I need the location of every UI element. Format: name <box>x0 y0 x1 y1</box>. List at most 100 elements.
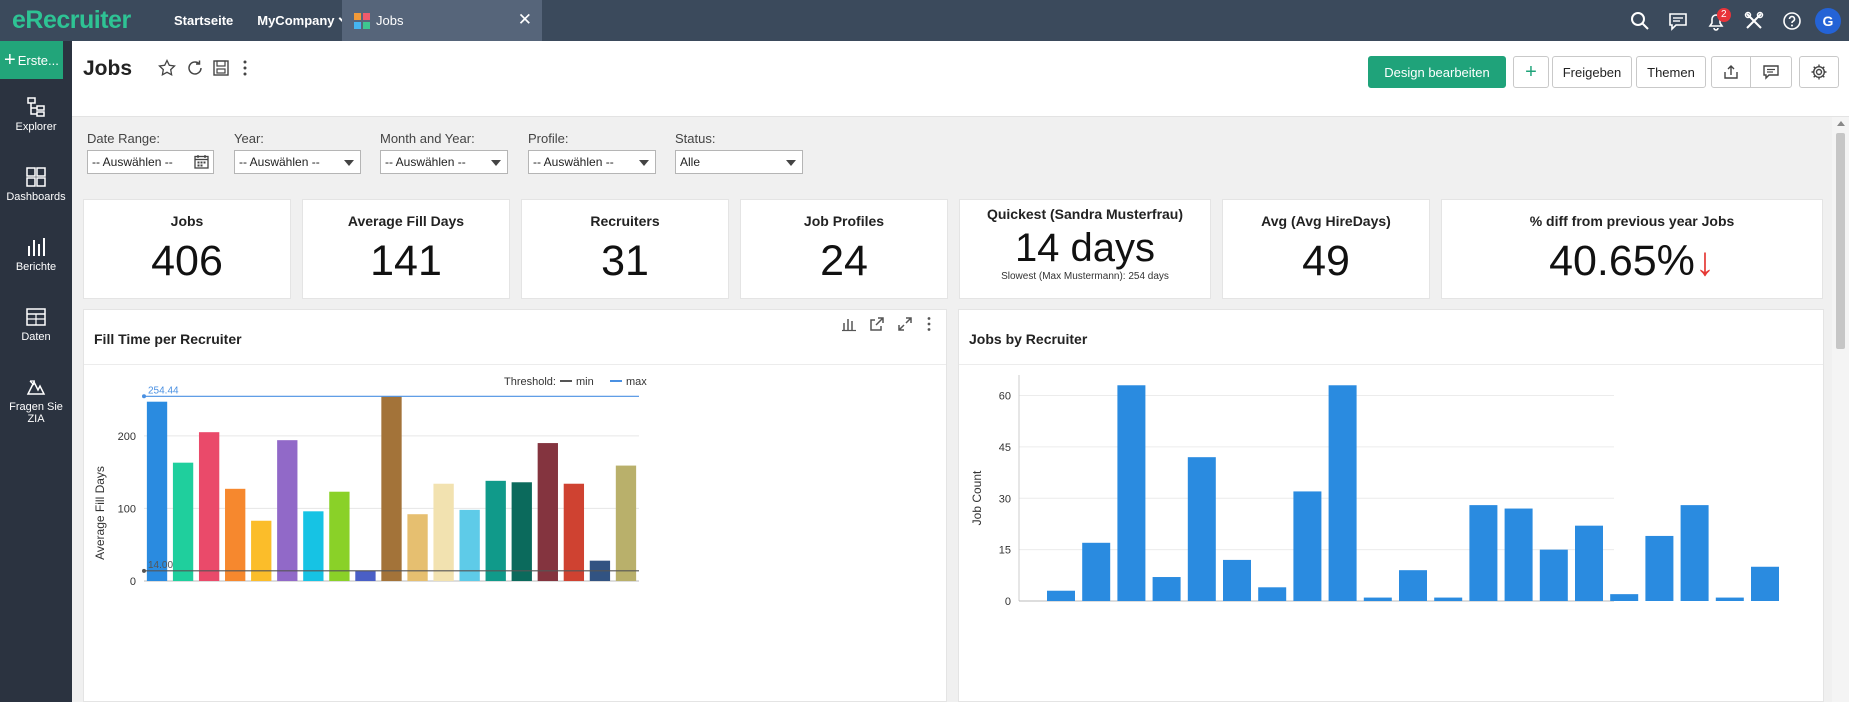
kpi-card-yoy-diff[interactable]: % diff from previous year Jobs 40.65%↓ <box>1441 199 1823 299</box>
comments-button[interactable] <box>1750 56 1792 88</box>
chart-type-icon[interactable] <box>841 316 857 332</box>
bar <box>1082 542 1111 601</box>
bar <box>172 462 194 581</box>
close-icon[interactable]: ✕ <box>517 10 532 29</box>
open-external-icon[interactable] <box>869 316 885 332</box>
status-select[interactable]: Alle <box>675 150 803 174</box>
filter-date-range: Date Range: -- Auswählen -- <box>87 131 214 174</box>
themes-button[interactable]: Themen <box>1636 56 1706 88</box>
bar <box>1187 457 1216 601</box>
threshold-marker-min <box>142 568 146 573</box>
panel-divider <box>959 364 1823 365</box>
bar <box>1504 508 1533 601</box>
nav-company-menu[interactable]: MyCompany <box>245 13 358 28</box>
kpi-card-avg-hire-days[interactable]: Avg (Avg HireDays) 49 <box>1222 199 1430 299</box>
legend-label-max: max <box>626 376 647 388</box>
bar <box>1047 590 1075 601</box>
sidebar-item-data[interactable]: Daten <box>0 306 72 343</box>
save-icon[interactable] <box>212 59 230 77</box>
share-button[interactable]: Freigeben <box>1552 56 1632 88</box>
caret-down-icon <box>786 160 796 166</box>
more-vertical-icon[interactable] <box>236 59 254 77</box>
sidebar-item-label: Dashboards <box>6 191 66 203</box>
export-button[interactable] <box>1711 56 1751 88</box>
profile-select[interactable]: -- Auswählen -- <box>528 150 656 174</box>
bar <box>407 514 428 581</box>
bar <box>303 511 324 581</box>
bar <box>381 396 402 581</box>
sidebar-item-ask-zia[interactable]: Fragen Sie ZIA <box>0 376 72 425</box>
user-avatar[interactable]: G <box>1815 7 1841 34</box>
legend-label-min: min <box>576 376 594 388</box>
bar <box>511 482 532 581</box>
top-actions: 2 G <box>1621 0 1849 41</box>
tab-jobs-label: Jobs <box>376 13 404 28</box>
kpi-value: 406 <box>151 237 223 285</box>
sidebar: + Erste... Explorer Dashboards Berichte D… <box>0 41 72 702</box>
expand-icon[interactable] <box>897 316 913 332</box>
sidebar-item-label: Fragen Sie ZIA <box>9 401 63 425</box>
year-select[interactable]: -- Auswählen -- <box>234 150 361 174</box>
kpi-card-job-profiles[interactable]: Job Profiles 24 <box>740 199 948 299</box>
kpi-value: 49 <box>1302 237 1350 285</box>
bell-icon[interactable]: 2 <box>1697 0 1735 41</box>
kpi-card-jobs[interactable]: Jobs 406 <box>83 199 291 299</box>
bar <box>1751 566 1779 601</box>
bar <box>146 401 168 581</box>
app-logo[interactable]: eRecruiter <box>12 6 131 34</box>
bar <box>485 480 506 581</box>
y-tick-label: 45 <box>999 442 1011 454</box>
vertical-scrollbar[interactable] <box>1832 117 1849 702</box>
sidebar-item-reports[interactable]: Berichte <box>0 236 72 273</box>
star-icon[interactable] <box>158 59 176 77</box>
company-label: MyCompany <box>257 13 335 28</box>
tools-icon[interactable] <box>1735 0 1773 41</box>
date-range-input[interactable]: -- Auswählen -- <box>87 150 214 174</box>
y-tick-label: 0 <box>1005 596 1011 608</box>
dashboard-tab-icon <box>354 12 370 29</box>
sidebar-item-dashboards[interactable]: Dashboards <box>0 166 72 203</box>
design-edit-button[interactable]: Design bearbeiten <box>1368 56 1506 88</box>
bar <box>355 570 376 581</box>
month-year-select[interactable]: -- Auswählen -- <box>380 150 508 174</box>
create-button[interactable]: + Erste... <box>0 41 63 79</box>
trend-down-arrow-icon: ↓ <box>1694 240 1715 284</box>
y-tick-label: 100 <box>118 503 136 515</box>
nav-home-link[interactable]: Startseite <box>174 13 234 28</box>
kpi-card-recruiters[interactable]: Recruiters 31 <box>521 199 729 299</box>
bar-chart-fill-time[interactable]: Threshold: min max 0 100 200 Average Fill Days… <box>84 365 946 701</box>
threshold-marker-max <box>142 394 146 399</box>
kpi-title: Average Fill Days <box>347 213 465 229</box>
chat-icon[interactable] <box>1659 0 1697 41</box>
notification-badge: 2 <box>1717 8 1731 22</box>
refresh-icon[interactable] <box>186 59 204 77</box>
bar <box>1469 505 1498 601</box>
kpi-card-quickest[interactable]: Quickest (Sandra Musterfrau) 14 days Slo… <box>959 199 1211 299</box>
y-axis-label: Average Fill Days <box>93 466 107 560</box>
settings-button[interactable] <box>1799 56 1839 88</box>
search-icon[interactable] <box>1621 0 1659 41</box>
bar-chart-jobs-by-recruiter[interactable]: 0 15 30 45 60 Job Count <box>959 365 1823 701</box>
more-vertical-icon[interactable] <box>923 316 935 332</box>
add-widget-button[interactable]: + <box>1513 56 1549 88</box>
gear-icon <box>1811 64 1827 80</box>
page-title: Jobs <box>83 57 133 80</box>
tab-jobs[interactable]: Jobs ✕ <box>342 0 542 41</box>
scroll-up-arrow-icon[interactable] <box>1837 121 1845 126</box>
help-icon[interactable] <box>1773 0 1811 41</box>
kpi-card-average-fill-days[interactable]: Average Fill Days 141 <box>302 199 510 299</box>
bar <box>1117 385 1146 601</box>
comment-icon <box>1763 65 1779 80</box>
filter-status: Status: Alle <box>675 131 803 174</box>
sidebar-item-explorer[interactable]: Explorer <box>0 96 72 133</box>
calendar-icon[interactable] <box>194 154 209 169</box>
kpi-title: % diff from previous year Jobs <box>1529 213 1735 229</box>
reports-icon <box>28 238 45 256</box>
caret-down-icon <box>639 160 649 166</box>
scrollbar-thumb[interactable] <box>1836 133 1845 349</box>
bar <box>251 520 272 581</box>
bar <box>1715 597 1744 601</box>
explorer-icon <box>27 97 45 117</box>
bar <box>277 440 298 581</box>
bar <box>1680 505 1709 601</box>
